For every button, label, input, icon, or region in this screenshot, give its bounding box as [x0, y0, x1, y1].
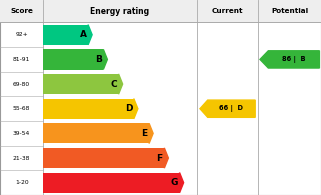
- Polygon shape: [134, 99, 138, 119]
- Polygon shape: [179, 173, 184, 193]
- Polygon shape: [118, 74, 123, 94]
- Text: 92+: 92+: [15, 32, 28, 37]
- Bar: [43, 74, 118, 94]
- Polygon shape: [149, 123, 153, 144]
- Text: 39-54: 39-54: [13, 131, 30, 136]
- Text: D: D: [125, 104, 132, 113]
- Bar: [0, 0, 321, 22]
- Bar: [43, 25, 88, 45]
- Text: 55-68: 55-68: [13, 106, 30, 111]
- Text: Energy rating: Energy rating: [90, 7, 149, 16]
- Text: 21-38: 21-38: [13, 156, 30, 160]
- Bar: [43, 49, 103, 69]
- Polygon shape: [200, 100, 255, 117]
- Text: Current: Current: [211, 8, 243, 14]
- Text: E: E: [141, 129, 147, 138]
- Bar: [43, 173, 179, 193]
- Text: 81-91: 81-91: [13, 57, 30, 62]
- Polygon shape: [103, 49, 107, 69]
- Polygon shape: [164, 148, 168, 168]
- Text: 69-80: 69-80: [13, 82, 30, 87]
- Polygon shape: [260, 51, 319, 68]
- Polygon shape: [88, 25, 92, 45]
- Bar: [43, 123, 149, 144]
- Text: B: B: [95, 55, 102, 64]
- Text: Score: Score: [10, 8, 33, 14]
- Text: 66 |  D: 66 | D: [220, 105, 243, 112]
- Text: G: G: [170, 178, 178, 187]
- Text: 1-20: 1-20: [15, 180, 29, 185]
- Bar: [43, 99, 134, 119]
- Bar: [43, 148, 164, 168]
- Text: Potential: Potential: [271, 8, 308, 14]
- Text: F: F: [157, 153, 163, 162]
- Text: 86 |  B: 86 | B: [282, 56, 306, 63]
- Text: C: C: [110, 80, 117, 89]
- Text: A: A: [80, 30, 86, 39]
